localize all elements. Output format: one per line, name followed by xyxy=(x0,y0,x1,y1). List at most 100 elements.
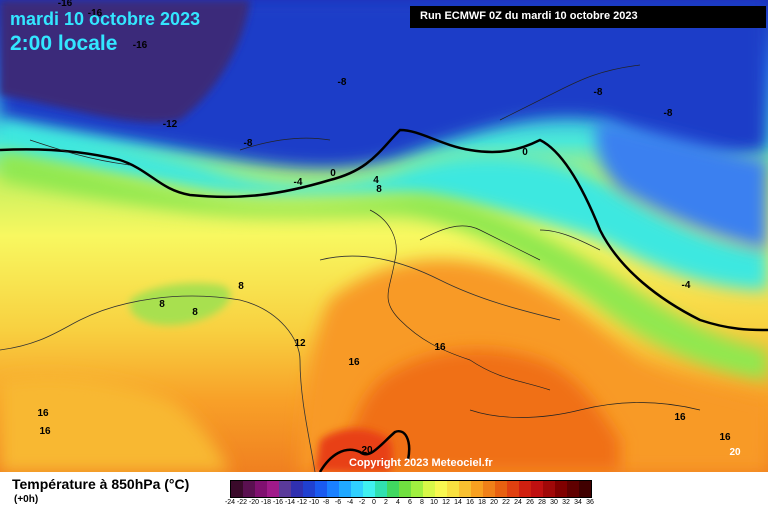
map-graphic xyxy=(0,0,768,472)
temperature-map: -16 -16 -16 -12 -8 -8 -8 -8 -4 0 0 4 8 8 8 8 12 16 16 16 16 1… xyxy=(0,0,768,472)
southwest-orange xyxy=(0,376,230,472)
contour-label: 8 xyxy=(192,307,198,318)
legend-title: Température à 850hPa (°C) xyxy=(12,476,190,492)
scale-label: 26 xyxy=(526,499,534,506)
scale-swatch xyxy=(315,481,327,497)
contour-label: 8 xyxy=(238,281,244,292)
scale-swatch xyxy=(351,481,363,497)
green-band xyxy=(0,150,768,380)
scale-label: 22 xyxy=(502,499,510,506)
run-info-box xyxy=(410,6,766,28)
scale-label: -22 xyxy=(236,499,248,506)
scale-swatch xyxy=(411,481,423,497)
scale-swatch xyxy=(375,481,387,497)
forecast-date: mardi 10 octobre 2023 xyxy=(10,9,201,29)
contour-label: 20 xyxy=(729,447,741,458)
scale-swatch xyxy=(267,481,279,497)
scale-swatch xyxy=(447,481,459,497)
atlantic-green-patch xyxy=(130,283,231,326)
contour-label: -8 xyxy=(594,87,603,98)
scale-swatch xyxy=(495,481,507,497)
scale-swatch xyxy=(327,481,339,497)
scale-swatch xyxy=(567,481,579,497)
scale-label: -12 xyxy=(296,499,308,506)
scale-swatch xyxy=(339,481,351,497)
scale-label: 24 xyxy=(514,499,522,506)
contour-label: 4 xyxy=(373,175,379,186)
coastline-europe xyxy=(369,209,701,418)
scale-label: 34 xyxy=(574,499,582,506)
scale-label: 30 xyxy=(550,499,558,506)
contour-label: 16 xyxy=(39,426,51,437)
legend-subtitle: (+0h) xyxy=(14,494,39,505)
run-info-text: Run ECMWF 0Z du mardi 10 octobre 2023 xyxy=(420,10,638,22)
contour-label: 16 xyxy=(37,408,49,419)
coastline-north xyxy=(29,64,641,166)
contour-label: 16 xyxy=(434,342,446,353)
contour-label: -4 xyxy=(294,177,303,188)
isotherm-12 xyxy=(0,295,316,472)
cyan-band xyxy=(0,120,768,290)
contour-label: 16 xyxy=(674,412,686,423)
scale-label: 16 xyxy=(466,499,474,506)
scale-swatch xyxy=(387,481,399,497)
scale-swatch xyxy=(243,481,255,497)
contour-label: -12 xyxy=(163,119,178,130)
scale-label: 18 xyxy=(478,499,486,506)
scale-label: -14 xyxy=(284,499,296,506)
zero-isotherm xyxy=(0,128,768,332)
scale-label: 14 xyxy=(454,499,462,506)
scale-label: 12 xyxy=(442,499,450,506)
scale-label: 10 xyxy=(430,499,438,506)
scale-swatch xyxy=(291,481,303,497)
scale-label: 36 xyxy=(586,499,594,506)
scale-swatch xyxy=(303,481,315,497)
scale-label: -10 xyxy=(308,499,320,506)
greenland-cold xyxy=(0,0,250,123)
contour-label: 0 xyxy=(330,168,336,179)
scale-label: -2 xyxy=(358,499,366,506)
scale-label: 32 xyxy=(562,499,570,506)
contour-label: -16 xyxy=(58,0,73,9)
scale-label: -18 xyxy=(260,499,272,506)
scale-swatch xyxy=(363,481,375,497)
contour-label: -4 xyxy=(682,280,691,291)
scale-swatch xyxy=(531,481,543,497)
scale-swatch xyxy=(279,481,291,497)
scale-swatch xyxy=(231,481,243,497)
contour-label: 16 xyxy=(348,357,360,368)
contour-label: 0 xyxy=(522,147,528,158)
scale-swatch xyxy=(459,481,471,497)
scale-label: 20 xyxy=(490,499,498,506)
scale-label: 6 xyxy=(408,499,412,506)
scale-swatch xyxy=(555,481,567,497)
contour-label: 8 xyxy=(376,184,382,195)
contour-label: -8 xyxy=(664,108,673,119)
scale-swatch xyxy=(483,481,495,497)
isotherm-16 xyxy=(319,255,561,321)
scale-swatch xyxy=(507,481,519,497)
scale-label: 4 xyxy=(396,499,400,506)
contour-label: -8 xyxy=(338,77,347,88)
scale-swatch xyxy=(435,481,447,497)
scale-swatch xyxy=(519,481,531,497)
hot-isotherm xyxy=(318,430,411,472)
copyright-text: Copyright 2023 Meteociel.fr xyxy=(349,457,493,469)
scale-swatch xyxy=(255,481,267,497)
contour-label: 12 xyxy=(294,338,306,349)
scale-swatch xyxy=(471,481,483,497)
scale-label: -8 xyxy=(322,499,330,506)
deep-orange xyxy=(340,349,620,472)
scale-label: 8 xyxy=(420,499,424,506)
color-scale xyxy=(230,480,592,498)
contour-label: 16 xyxy=(719,432,731,443)
scale-label: -6 xyxy=(334,499,342,506)
contour-label: -16 xyxy=(133,40,148,51)
scale-swatch xyxy=(423,481,435,497)
contour-label: 20 xyxy=(361,445,373,456)
scale-swatch xyxy=(399,481,411,497)
contour-label: 8 xyxy=(159,299,165,310)
scale-label: 2 xyxy=(384,499,388,506)
scale-label: 0 xyxy=(372,499,376,506)
